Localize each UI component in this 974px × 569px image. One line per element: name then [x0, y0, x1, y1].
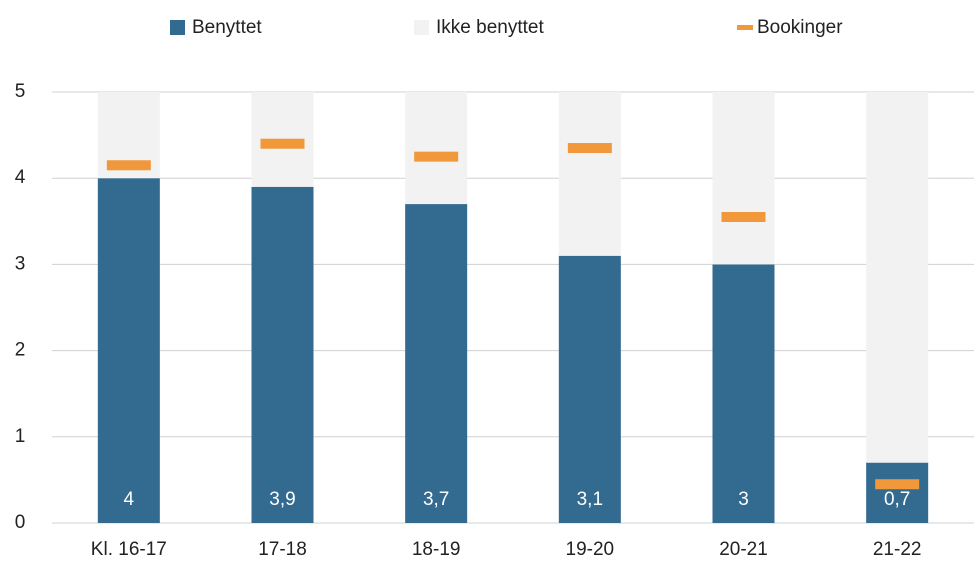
value-label: 3	[738, 489, 749, 510]
x-tick-label: 19-20	[566, 539, 615, 560]
booking-marker	[875, 479, 920, 490]
x-tick-label: 20-21	[719, 539, 768, 560]
legend-label: Ikke benyttet	[436, 17, 544, 38]
bar-segment	[712, 92, 775, 265]
legend-label: Bookinger	[757, 17, 843, 38]
bar-segment	[97, 178, 160, 523]
x-tick-label: 21-22	[873, 539, 922, 560]
legend-swatch	[170, 20, 185, 35]
value-label: 0,7	[884, 489, 910, 510]
booking-marker	[106, 160, 151, 171]
bar-segment	[405, 92, 468, 205]
x-tick-label: 18-19	[412, 539, 461, 560]
legend-swatch	[414, 20, 429, 35]
y-tick-label: 0	[15, 512, 26, 533]
bar-segment	[558, 255, 621, 523]
y-tick-label: 5	[15, 81, 26, 102]
booking-marker	[260, 138, 305, 149]
legend-swatch	[737, 25, 753, 30]
bar-segment	[866, 462, 929, 523]
value-label: 3,9	[269, 489, 295, 510]
value-label: 3,1	[577, 489, 603, 510]
booking-marker	[721, 211, 766, 222]
y-tick-label: 3	[15, 253, 26, 274]
legend-label: Benyttet	[192, 17, 262, 38]
y-tick-label: 1	[15, 426, 26, 447]
y-tick-label: 2	[15, 340, 26, 361]
value-label: 4	[124, 489, 135, 510]
booking-marker	[567, 143, 612, 154]
x-tick-label: 17-18	[258, 539, 307, 560]
bar-segment	[405, 204, 468, 523]
booking-marker	[414, 151, 459, 162]
bar-segment	[712, 264, 775, 523]
bar-segment	[558, 92, 621, 256]
y-tick-label: 4	[15, 167, 26, 188]
bar-segment	[866, 92, 929, 463]
x-tick-label: Kl. 16-17	[91, 539, 167, 560]
bar-segment	[251, 186, 314, 523]
value-label: 3,7	[423, 489, 449, 510]
